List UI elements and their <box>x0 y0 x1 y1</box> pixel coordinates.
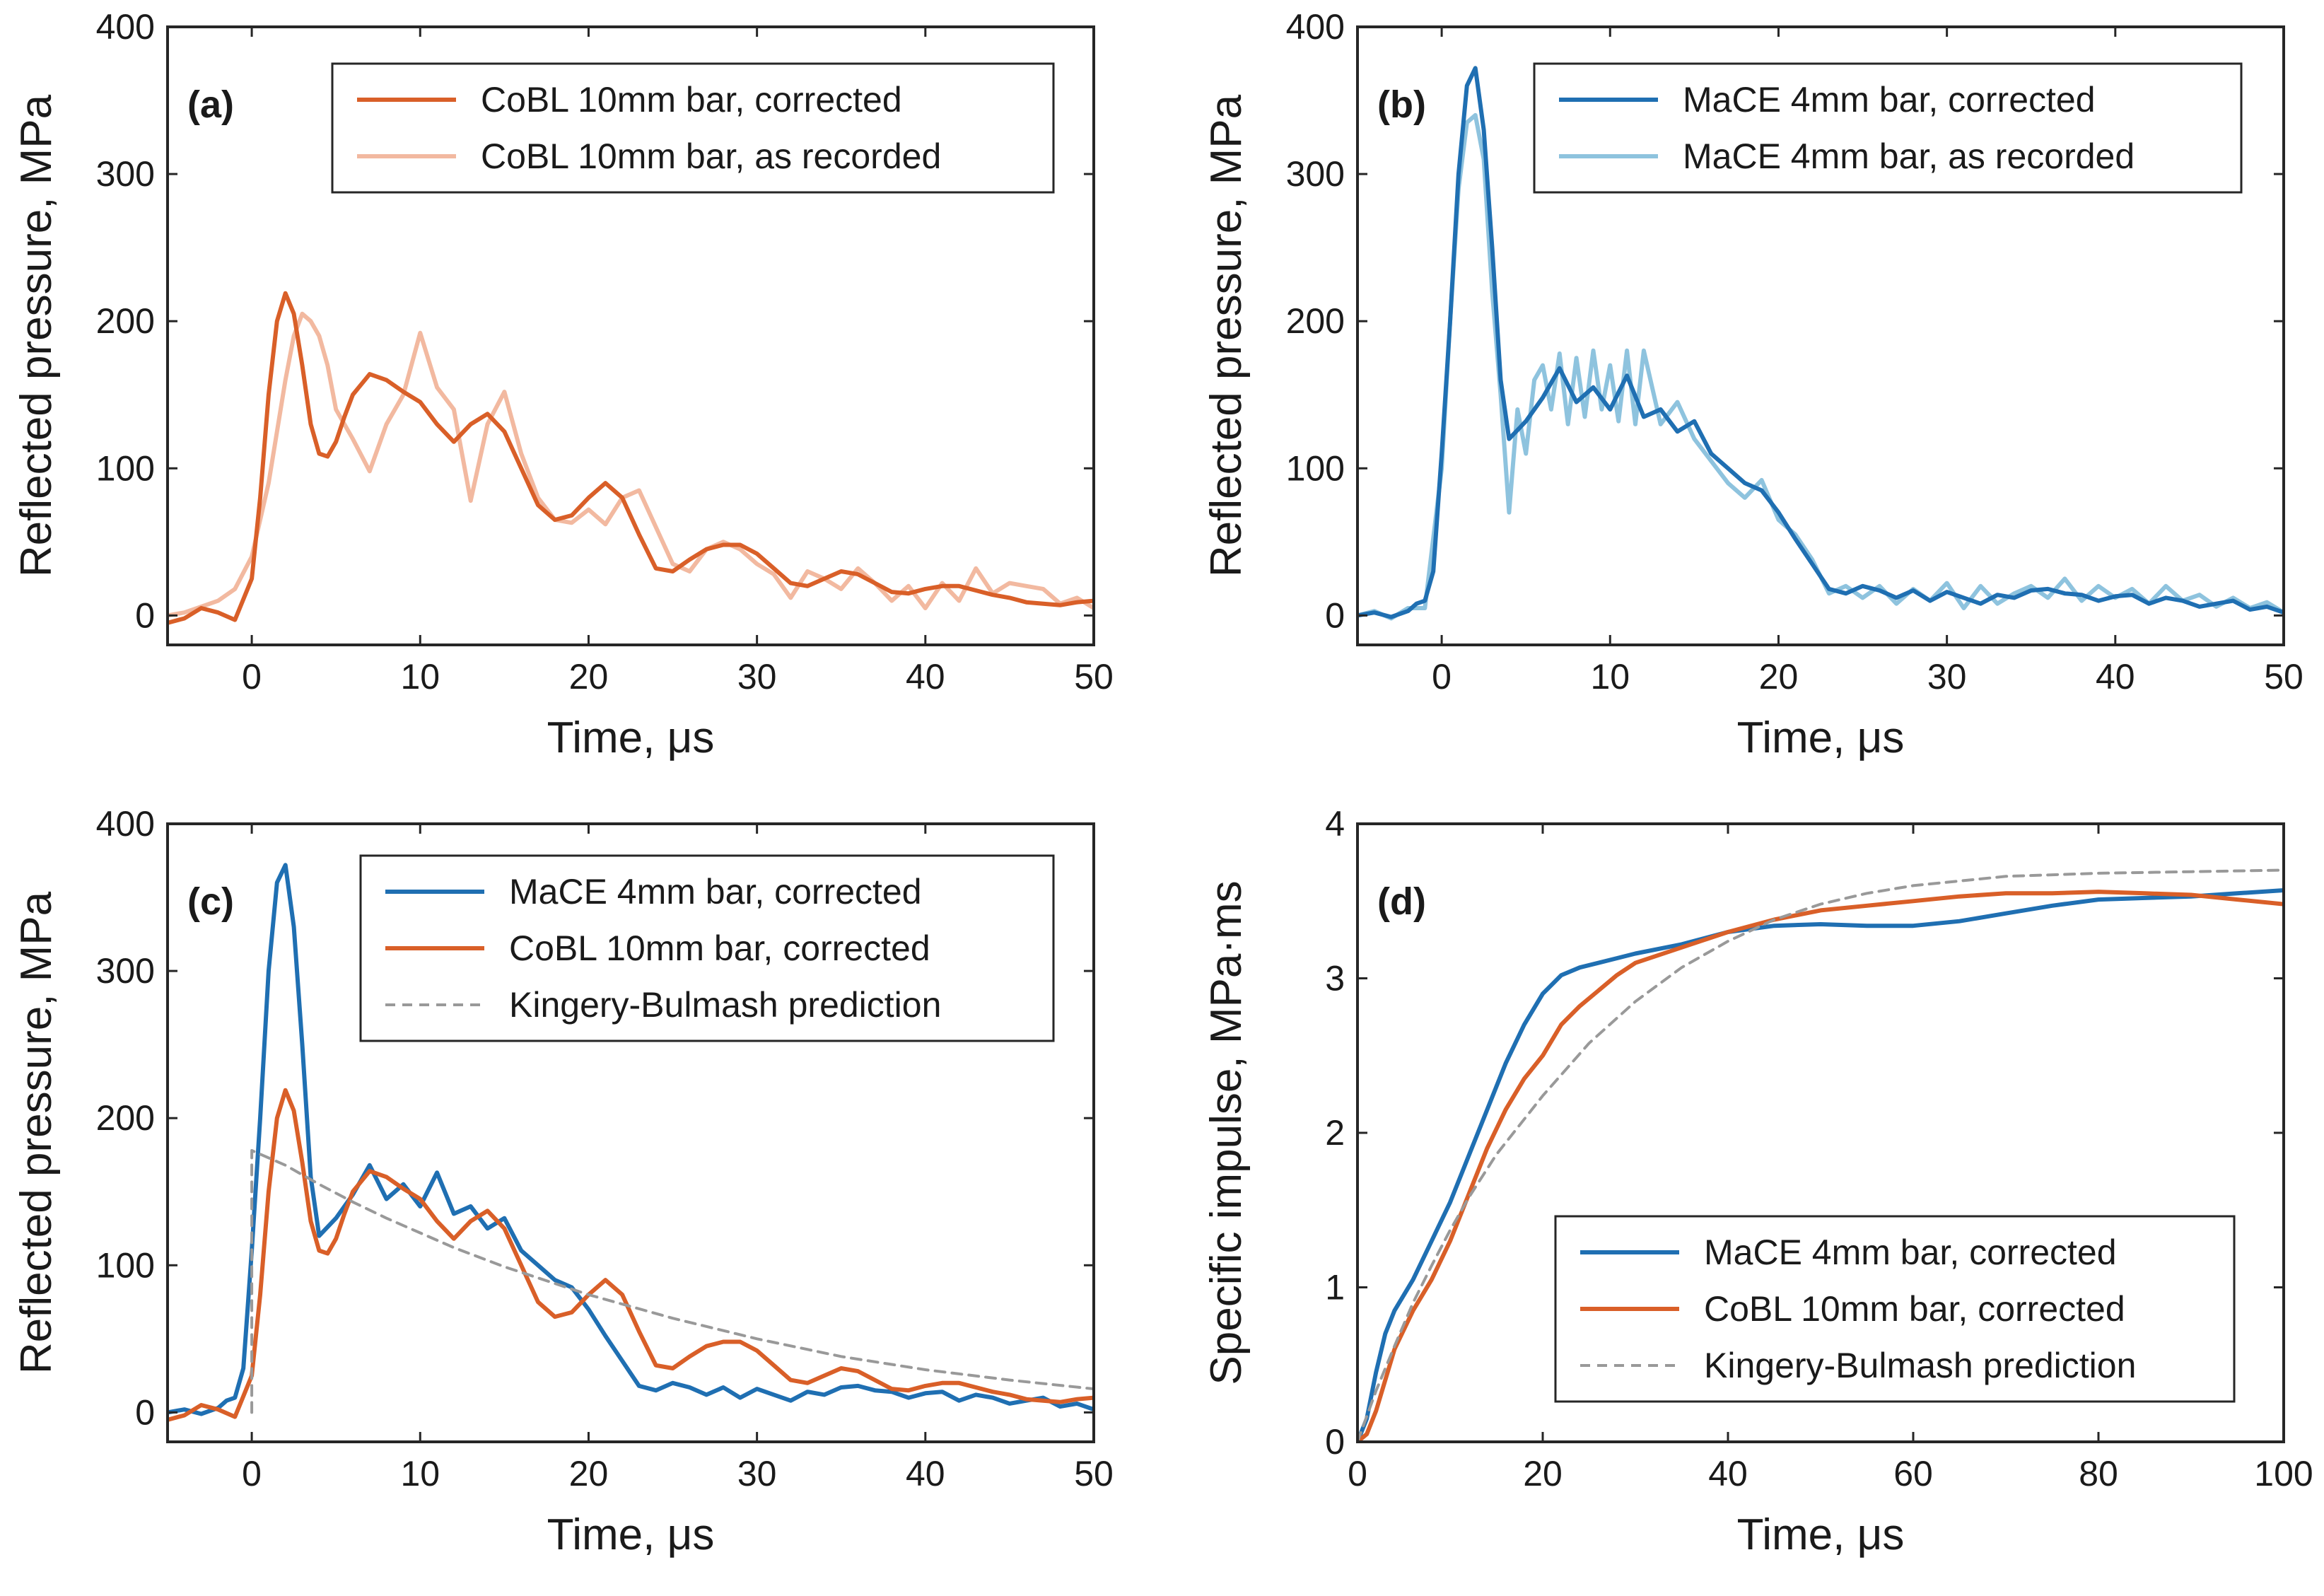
y-tick-label: 100 <box>1286 448 1345 488</box>
panel-a: 0 10 20 30 40 50 0 100 200 300 400 Time, μs Reflecte… <box>12 7 1114 762</box>
y-tick-label: 2 <box>1325 1113 1345 1153</box>
legend-box <box>331 62 1055 194</box>
legend-entry: Kingery-Bulmash prediction <box>509 985 941 1025</box>
y-tick-label: 200 <box>96 1098 155 1138</box>
y-tick-label: 0 <box>135 1392 155 1432</box>
x-axis-label: Time, μs <box>547 1510 715 1559</box>
x-tick-label: 20 <box>1759 657 1799 697</box>
y-tick-label: 300 <box>96 951 155 991</box>
panel-label: (d) <box>1377 880 1426 923</box>
x-tick-label: 20 <box>1523 1454 1563 1493</box>
x-tick-label: 10 <box>1590 657 1630 697</box>
x-tick-label: 10 <box>400 657 440 697</box>
x-tick-label: 0 <box>242 657 262 697</box>
legend: MaCE 4mm bar, corrected MaCE 4mm bar, as … <box>1533 62 2243 194</box>
y-tick-label: 1 <box>1325 1268 1345 1307</box>
series-line-kingery-bulmash-prediction <box>1357 868 2284 1442</box>
y-tick-label: 400 <box>96 804 155 844</box>
x-tick-label: 20 <box>569 1454 609 1493</box>
y-tick-label: 300 <box>96 154 155 194</box>
x-tick-label: 0 <box>1432 657 1452 697</box>
y-axis-label: Reflected pressure, MPa <box>12 891 61 1374</box>
panel-d: 0 20 40 60 80 100 0 1 2 3 4 Time, μs Specific impuls… <box>1202 804 2313 1559</box>
legend-box <box>1533 62 2243 194</box>
x-axis-label: Time, μs <box>1737 1510 1905 1559</box>
legend-entry: MaCE 4mm bar, as recorded <box>1683 136 2135 176</box>
y-axis-label: Reflected pressure, MPa <box>1202 94 1251 577</box>
legend: MaCE 4mm bar, corrected CoBL 10mm bar, co… <box>359 854 1055 1042</box>
x-tick-label: 0 <box>242 1454 262 1493</box>
y-tick-label: 400 <box>1286 7 1345 47</box>
series-group <box>1357 868 2284 1442</box>
y-tick-label: 200 <box>1286 301 1345 341</box>
series-line-mace-4mm-bar-corrected <box>1357 66 2284 619</box>
x-tick-label: 30 <box>737 1454 777 1493</box>
series-group <box>168 863 1094 1422</box>
series-group <box>168 291 1094 625</box>
y-tick-label: 100 <box>96 1245 155 1285</box>
legend-entry: Kingery-Bulmash prediction <box>1704 1346 2136 1385</box>
legend-entry: CoBL 10mm bar, corrected <box>509 928 930 968</box>
y-tick-label: 4 <box>1325 804 1345 844</box>
x-axis-label: Time, μs <box>1737 713 1905 762</box>
legend-entry: MaCE 4mm bar, corrected <box>1683 80 2096 120</box>
legend: MaCE 4mm bar, corrected CoBL 10mm bar, co… <box>1554 1215 2236 1403</box>
x-tick-label: 20 <box>569 657 609 697</box>
series-line-cobl-10mm-bar-corrected <box>1357 890 2284 1442</box>
x-tick-label: 30 <box>737 657 777 697</box>
legend: CoBL 10mm bar, corrected CoBL 10mm bar, a… <box>331 62 1055 194</box>
series-line-kingery-bulmash-prediction <box>250 1149 1094 1414</box>
series-group <box>1357 66 2284 621</box>
y-tick-label: 0 <box>1325 595 1345 635</box>
y-tick-label: 0 <box>135 595 155 635</box>
y-tick-label: 100 <box>96 448 155 488</box>
x-tick-label: 30 <box>1927 657 1967 697</box>
x-tick-label: 50 <box>1074 657 1114 697</box>
x-tick-label: 40 <box>1708 1454 1748 1493</box>
y-axis-label: Specific impulse, MPa·ms <box>1202 880 1251 1385</box>
y-tick-label: 3 <box>1325 959 1345 998</box>
plot-frame <box>166 822 1095 1443</box>
series-line-cobl-10mm-bar-corrected <box>168 1088 1094 1422</box>
series-line-cobl-10mm-bar-corrected <box>168 291 1094 625</box>
x-tick-label: 40 <box>906 1454 945 1493</box>
legend-entry: MaCE 4mm bar, corrected <box>1704 1233 2117 1272</box>
x-tick-label: 0 <box>1348 1454 1367 1493</box>
plot-frame <box>166 25 1095 646</box>
plot-frame <box>1356 25 2285 646</box>
x-axis-label: Time, μs <box>547 713 715 762</box>
panel-c: 0 10 20 30 40 50 0 100 200 300 400 Time, μs Reflecte… <box>12 804 1114 1559</box>
x-tick-label: 50 <box>1074 1454 1114 1493</box>
legend-entry: CoBL 10mm bar, corrected <box>1704 1289 2125 1329</box>
y-axis-label: Reflected pressure, MPa <box>12 94 61 577</box>
panel-b: 0 10 20 30 40 50 0 100 200 300 400 Time, μs Reflecte… <box>1202 7 2303 762</box>
series-line-cobl-10mm-bar-as-recorded <box>168 311 1094 618</box>
x-tick-label: 40 <box>2096 657 2135 697</box>
x-tick-label: 50 <box>2264 657 2303 697</box>
series-line-mace-4mm-bar-corrected <box>168 863 1094 1416</box>
panel-label: (c) <box>187 880 234 923</box>
x-tick-label: 40 <box>906 657 945 697</box>
x-tick-label: 100 <box>2254 1454 2313 1493</box>
x-tick-label: 10 <box>400 1454 440 1493</box>
y-tick-label: 300 <box>1286 154 1345 194</box>
y-tick-label: 200 <box>96 301 155 341</box>
legend-entry: MaCE 4mm bar, corrected <box>509 872 922 911</box>
series-line-mace-4mm-bar-as-recorded <box>1357 112 2284 621</box>
x-tick-label: 60 <box>1893 1454 1933 1493</box>
series-line-mace-4mm-bar-corrected <box>1357 888 2284 1442</box>
y-tick-label: 0 <box>1325 1422 1345 1462</box>
legend-entry: CoBL 10mm bar, as recorded <box>481 136 941 176</box>
x-tick-label: 80 <box>2079 1454 2118 1493</box>
panel-label: (b) <box>1377 83 1426 126</box>
legend-entry: CoBL 10mm bar, corrected <box>481 80 902 120</box>
panel-label: (a) <box>187 83 234 126</box>
y-tick-label: 400 <box>96 7 155 47</box>
